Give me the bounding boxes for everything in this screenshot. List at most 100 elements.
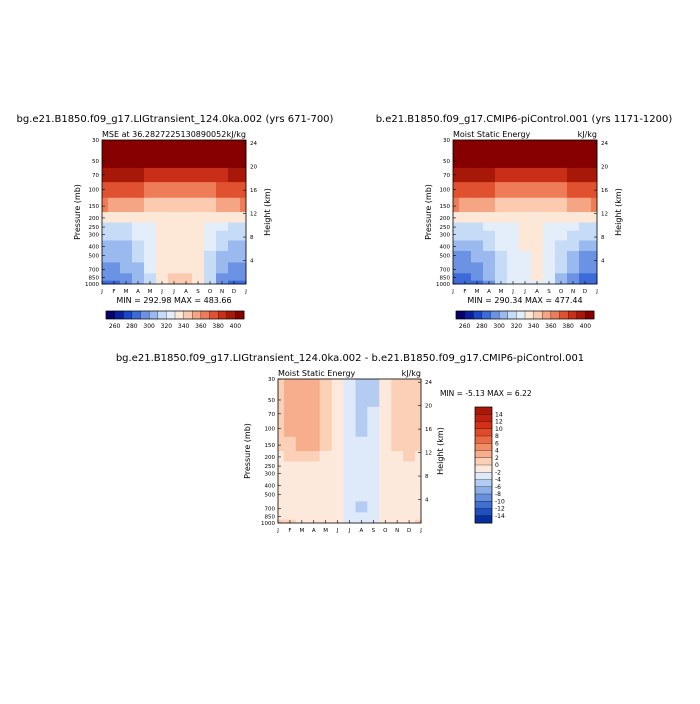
panel-difference-cell	[355, 512, 368, 521]
panel-lig-cell	[228, 140, 241, 151]
panel-picontrol-cell	[507, 230, 520, 241]
panel-difference-cell	[403, 512, 416, 521]
panel-lig-height-label: 20	[250, 165, 257, 171]
panel-difference-pressure-label: 400	[265, 483, 276, 489]
panel-lig-colorbar-swatch	[166, 310, 176, 320]
panel-difference-cell	[367, 389, 380, 408]
panel-picontrol-cell	[567, 250, 580, 263]
panel-picontrol-cell	[507, 273, 520, 282]
panel-picontrol-cell	[543, 140, 556, 151]
panel-lig-colorbar-label: 340	[178, 323, 190, 330]
panel-picontrol-cell	[555, 230, 568, 241]
panel-lig-cell	[108, 212, 121, 223]
panel-lig-cell	[132, 262, 145, 274]
panel-lig-cell	[156, 212, 169, 223]
panel-picontrol-cell	[567, 273, 580, 282]
panel-lig-cell	[204, 197, 217, 213]
panel-difference-cell	[295, 469, 309, 480]
panel-difference-pressure-label: 70	[268, 412, 275, 418]
panel-lig-contour-field	[102, 140, 247, 285]
panel-picontrol-cell	[459, 140, 472, 151]
panel-difference-pressure-label: 150	[265, 443, 276, 449]
panel-difference-cell	[403, 469, 416, 480]
panel-picontrol-cell	[555, 250, 568, 263]
panel-picontrol-cell	[531, 222, 544, 232]
panel-lig-colorbar-swatch	[226, 310, 236, 320]
panel-picontrol-cell	[483, 140, 496, 151]
panel-picontrol-pressure-label: 30	[443, 138, 450, 144]
panel-picontrol-cell	[495, 140, 508, 151]
panel-difference-cell	[343, 379, 356, 390]
panel-lig-cell	[132, 222, 145, 232]
panel-picontrol-month-label: S	[547, 289, 551, 295]
panel-difference-cell	[319, 451, 333, 462]
panel-difference-pressure-label: 200	[265, 455, 276, 461]
panel-picontrol-cell	[483, 262, 496, 274]
panel-lig-month-label: J	[172, 289, 175, 295]
panel-lig-cell	[102, 140, 109, 151]
panel-picontrol-height-label: 8	[601, 235, 605, 241]
panel-lig-cell	[216, 182, 229, 199]
panel-picontrol-height-label: 4	[601, 259, 605, 265]
panel-picontrol-month-label: J	[595, 289, 598, 295]
panel-picontrol-cell	[507, 262, 520, 274]
panel-lig-cell	[180, 222, 193, 232]
panel-difference-pressure-label: 100	[265, 426, 276, 432]
panel-difference-cell	[278, 421, 285, 438]
panel-difference-colorbar-swatch	[474, 443, 493, 451]
panel-difference-cell	[283, 489, 297, 502]
panel-lig-cell	[192, 167, 205, 183]
panel-difference-cell	[403, 461, 416, 471]
panel-picontrol-cell	[531, 273, 544, 282]
panel-difference: bg.e21.B1850.f09_g17.LIGtransient_124.0k…	[116, 353, 584, 534]
panel-lig-colorbar-label: 300	[143, 323, 155, 330]
panel-picontrol-cell	[531, 212, 544, 223]
panel-lig-cell	[204, 262, 217, 274]
panel-lig-cell	[102, 240, 109, 252]
panel-difference-cell	[331, 406, 344, 422]
panel-picontrol-pressure-label: 1000	[436, 282, 450, 288]
panel-difference-cell	[307, 406, 321, 422]
panel-lig-month-label: O	[208, 289, 213, 295]
panel-picontrol-cell	[459, 222, 472, 232]
panel-difference-cell	[307, 451, 321, 462]
panel-lig-cell	[192, 212, 205, 223]
panel-difference-cell	[307, 461, 321, 471]
panel-lig-cell	[228, 167, 241, 183]
panel-picontrol-cell	[555, 182, 568, 199]
panel-difference-cell	[331, 436, 344, 452]
panel-picontrol-cell	[531, 240, 544, 252]
panel-picontrol-month-label: M	[475, 289, 480, 295]
panel-picontrol-cell	[507, 212, 520, 223]
panel-lig-colorbar-label: 320	[161, 323, 173, 330]
panel-lig-cell	[228, 150, 241, 169]
panel-lig-cell	[132, 182, 145, 199]
panel-lig-cell	[168, 273, 181, 282]
panel-difference-month-label: M	[323, 528, 328, 534]
panel-difference-cell	[391, 501, 404, 513]
panel-lig-cell	[180, 250, 193, 263]
panel-picontrol-cell	[453, 182, 460, 199]
panel-difference-colorbar-label: -12	[495, 506, 505, 513]
panel-picontrol-cell	[579, 273, 592, 282]
panel-lig-colorbar-swatch	[200, 310, 210, 320]
panel-lig-month-label: S	[196, 289, 200, 295]
panel-difference-cell	[343, 461, 356, 471]
panel-difference-cell	[367, 451, 380, 462]
panel-difference-month-label: J	[336, 528, 339, 534]
panel-difference-cell	[307, 479, 321, 491]
panel-lig-month-label: J	[244, 289, 247, 295]
panel-difference-cell	[278, 389, 285, 408]
panel-lig-cell	[192, 222, 205, 232]
panel-lig-pressure-label: 70	[92, 173, 99, 179]
panel-difference-height-label: 24	[425, 380, 432, 386]
panel-picontrol-pressure-label: 70	[443, 173, 450, 179]
panel-difference-cell	[415, 519, 422, 524]
panel-difference-cell	[307, 379, 321, 390]
panel-lig-cell	[120, 140, 133, 151]
panel-difference-cell	[278, 379, 285, 390]
panel-lig-colorbar-swatch	[123, 310, 133, 320]
